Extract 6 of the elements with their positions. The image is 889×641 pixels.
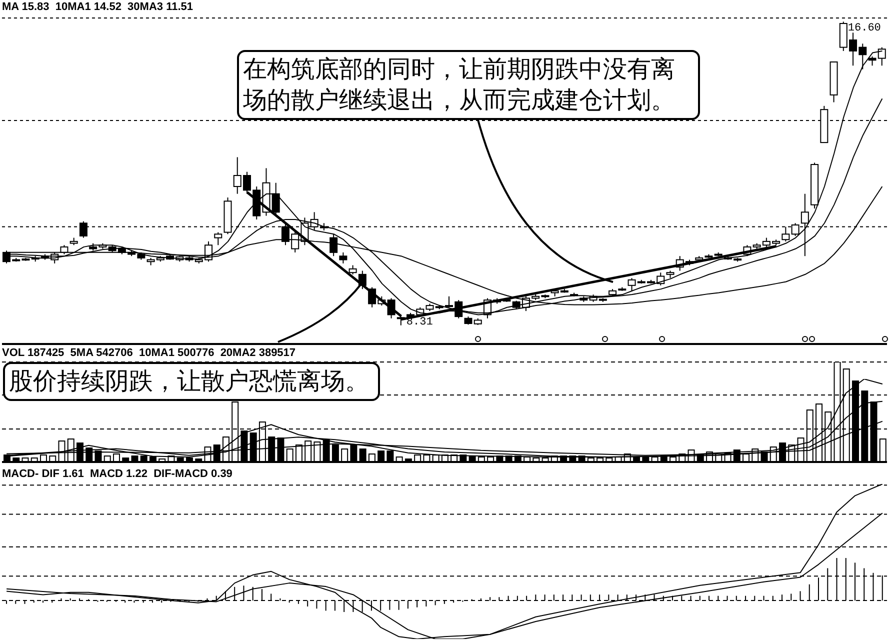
text: VOL 187425 5MA 542706 10MA1 500776 20MA2 389517 — [2, 347, 296, 359]
text: MACD- DIF 1.61 MACD 1.22 DIF-MACD 0.39 — [2, 468, 232, 480]
annotation: 在构筑底部的同时，让前期阴跌中没有离场的散户继续退出，从而完成建仓计划。 — [237, 50, 700, 120]
annotation: 股价持续阴跌，让散户恐慌离场。 — [3, 362, 380, 402]
annotation: 16.60 — [848, 22, 881, 35]
text: MA 15.83 10MA1 14.52 30MA3 11.51 — [2, 1, 193, 13]
